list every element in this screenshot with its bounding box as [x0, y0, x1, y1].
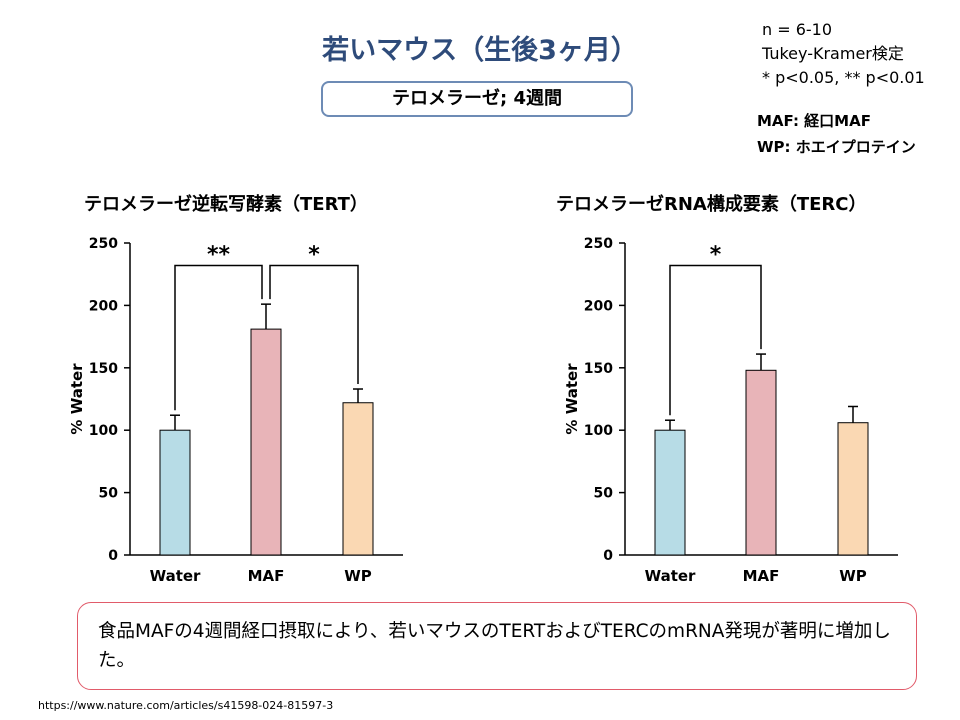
significance-label: * — [710, 242, 722, 267]
bar-water — [159, 429, 191, 556]
bar-wp — [342, 402, 374, 556]
bar-maf — [250, 328, 282, 556]
significance-bracket — [669, 264, 762, 416]
y-tick-label: 150 — [89, 361, 118, 377]
x-tick-label: WP — [839, 567, 867, 585]
y-axis-label: % Water — [563, 363, 581, 435]
conclusion-box: 食品MAFの4週間経口摂取により、若いマウスのTERTおよびTERCのmRNA発… — [77, 602, 917, 690]
chart-title-tert: テロメラーゼ逆転写酵素（TERT） — [84, 194, 368, 215]
note-significance: * p<0.05, ** p<0.01 — [762, 68, 925, 87]
y-tick-label: 50 — [99, 486, 119, 502]
x-tick-label: WP — [344, 567, 372, 585]
y-tick-label: 150 — [584, 361, 613, 377]
note-sample-size: n = 6-10 — [762, 20, 833, 39]
x-tick-label: Water — [150, 567, 201, 585]
y-tick-label: 200 — [584, 298, 613, 314]
terc-chart: 0 50 100 150 200 250 % Water Water MAF WP * — [563, 236, 898, 585]
y-tick-label: 200 — [89, 298, 118, 314]
y-tick-label: 250 — [584, 236, 613, 252]
x-tick-label: MAF — [248, 567, 285, 585]
abbrev-maf: MAF: 経口MAF — [757, 112, 871, 130]
y-tick-label: 100 — [584, 423, 613, 439]
y-tick-label: 100 — [89, 423, 118, 439]
x-tick-label: MAF — [743, 567, 780, 585]
y-tick-label: 50 — [594, 486, 614, 502]
conclusion-text: 食品MAFの4週間経口摂取により、若いマウスのTERTおよびTERCのmRNA発… — [98, 621, 891, 671]
abbrev-wp: WP: ホエイプロテイン — [757, 138, 916, 156]
y-tick-label: 0 — [603, 548, 613, 564]
note-test-method: Tukey-Kramer検定 — [762, 44, 904, 63]
chart-title-terc: テロメラーゼRNA構成要素（TERC） — [556, 194, 867, 215]
page-title: 若いマウス（生後3ヶ月） — [322, 35, 638, 66]
significance-bracket — [269, 264, 359, 385]
bar-wp — [837, 422, 869, 556]
x-tick-label: Water — [645, 567, 696, 585]
subtitle-box: テロメラーゼ; 4週間 — [321, 81, 633, 117]
y-tick-label: 0 — [108, 548, 118, 564]
significance-bracket — [174, 264, 263, 411]
y-tick-label: 250 — [89, 236, 118, 252]
bar-water — [654, 429, 686, 556]
y-axis-label: % Water — [68, 363, 86, 435]
bar-maf — [745, 369, 777, 556]
source-url[interactable]: https://www.nature.com/articles/s41598-0… — [38, 699, 334, 712]
significance-label: * — [308, 242, 320, 267]
significance-label: ** — [207, 242, 231, 267]
